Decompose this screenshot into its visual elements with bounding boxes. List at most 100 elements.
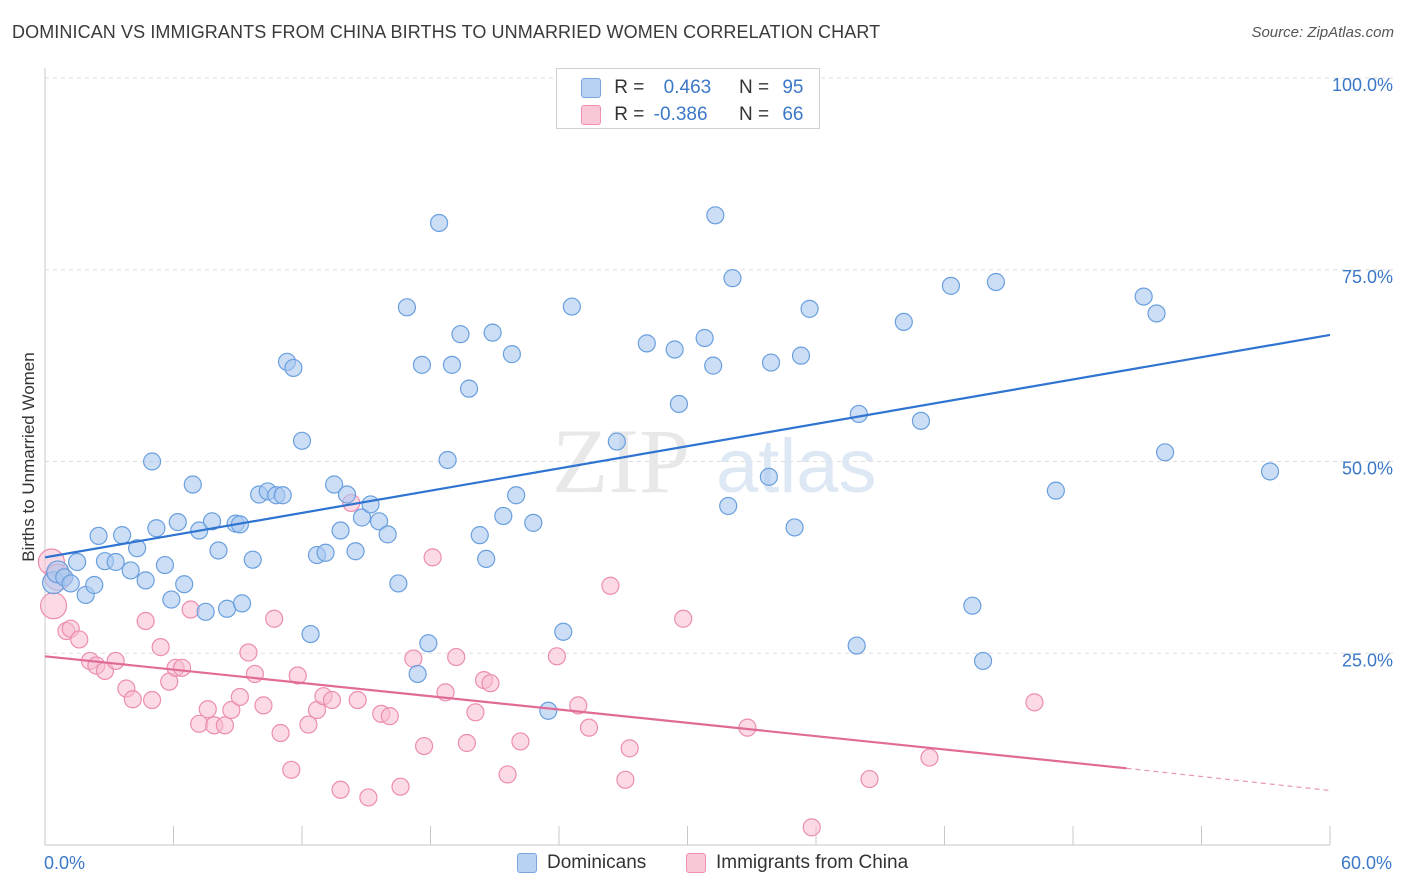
legend-r-label: R = — [614, 104, 645, 125]
data-point-dominicans — [292, 431, 312, 450]
data-point-dominicans — [85, 575, 104, 595]
x-tick-label: 60.0% — [1341, 853, 1392, 873]
data-point-dominicans — [389, 574, 408, 593]
data-point-dominicans — [273, 486, 292, 505]
data-point-dominicans — [301, 624, 320, 644]
data-point-dominicans — [941, 276, 961, 295]
data-point-immigrants-from-china — [172, 658, 192, 677]
data-point-dominicans — [973, 651, 993, 671]
data-point-dominicans — [196, 602, 215, 621]
data-point-dominicans — [894, 312, 913, 332]
series-dominicans — [41, 206, 1280, 720]
data-point-dominicans — [470, 526, 489, 545]
source-label: Source: ZipAtlas.com — [1251, 24, 1394, 41]
data-point-dominicans — [963, 596, 982, 615]
legend-row-dominicans: R = 0.463 N = 95 — [581, 77, 803, 99]
data-point-dominicans — [761, 353, 781, 372]
series-immigrants-from-china — [37, 493, 1044, 837]
watermark-atlas: atlas — [716, 424, 877, 509]
data-point-immigrants-from-china — [239, 643, 258, 662]
data-point-dominicans — [442, 355, 462, 374]
data-point-immigrants-from-china — [802, 818, 821, 837]
data-point-immigrants-from-china — [380, 707, 399, 726]
data-point-dominicans — [502, 345, 521, 364]
data-point-immigrants-from-china — [414, 736, 434, 756]
series-legend: Dominicans Immigrants from China — [0, 852, 1406, 876]
data-point-dominicans — [911, 411, 931, 430]
data-point-dominicans — [637, 334, 656, 353]
data-point-immigrants-from-china — [348, 690, 367, 710]
data-point-immigrants-from-china — [265, 609, 284, 628]
trend-line-extension-immigrants-from-china — [1126, 767, 1331, 792]
data-point-dominicans — [438, 450, 457, 470]
data-point-immigrants-from-china — [860, 769, 879, 789]
legend-item-dominicans[interactable]: Dominicans — [517, 852, 646, 874]
data-point-dominicans — [397, 298, 417, 317]
data-point-dominicans — [136, 571, 155, 590]
data-point-dominicans — [1155, 443, 1175, 462]
data-point-dominicans — [412, 355, 432, 374]
legend-swatch-immigrants-from-china — [686, 853, 706, 873]
correlation-legend: R = 0.463 N = 95 R = -0.386 N = 66 — [556, 68, 820, 129]
data-point-dominicans — [849, 404, 868, 424]
y-axis-label: Births to Unmarried Women — [19, 352, 38, 561]
data-point-dominicans — [419, 634, 438, 653]
data-point-dominicans — [361, 495, 380, 514]
data-point-dominicans — [524, 513, 543, 532]
legend-label-dominicans: Dominicans — [547, 852, 647, 873]
legend-r-value: 0.463 — [663, 77, 712, 98]
data-point-dominicans — [1147, 304, 1166, 323]
trend-line-immigrants-from-china — [44, 655, 1127, 770]
data-point-dominicans — [331, 521, 350, 540]
legend-item-immigrants-from-china[interactable]: Immigrants from China — [686, 852, 908, 874]
data-point-dominicans — [232, 594, 252, 613]
data-point-dominicans — [61, 574, 80, 593]
x-tick-labels: 0.0% 60.0% — [44, 853, 1392, 873]
data-point-dominicans — [986, 272, 1006, 292]
chart-title: DOMINICAN VS IMMIGRANTS FROM CHINA BIRTH… — [12, 22, 881, 42]
data-point-immigrants-from-china — [282, 760, 301, 779]
data-point-dominicans — [554, 622, 573, 641]
x-tick-label: 0.0% — [44, 853, 85, 873]
data-point-dominicans — [800, 299, 819, 318]
data-point-dominicans — [325, 475, 344, 494]
data-point-immigrants-from-china — [579, 718, 599, 737]
legend-r-value: -0.386 — [653, 104, 708, 125]
trend-lines — [44, 333, 1331, 792]
data-point-immigrants-from-china — [222, 700, 241, 720]
data-point-dominicans — [459, 379, 479, 398]
data-point-immigrants-from-china — [447, 647, 466, 667]
legend-swatch-dominicans — [517, 853, 537, 873]
data-point-dominicans — [723, 269, 742, 288]
data-point-dominicans — [847, 636, 866, 655]
data-point-immigrants-from-china — [391, 777, 410, 796]
watermark: ZIP atlas — [552, 410, 877, 512]
data-point-dominicans — [127, 539, 147, 558]
data-point-immigrants-from-china — [569, 696, 588, 715]
data-point-immigrants-from-china — [245, 664, 264, 684]
legend-row-immigrants-from-china: R = -0.386 N = 66 — [581, 104, 803, 126]
legend-n-label: N = — [738, 77, 770, 98]
data-point-immigrants-from-china — [70, 630, 89, 649]
data-point-dominicans — [168, 512, 187, 532]
data-point-immigrants-from-china — [215, 716, 234, 735]
data-point-dominicans — [669, 394, 689, 414]
data-point-dominicans — [243, 550, 262, 569]
data-point-dominicans — [607, 432, 626, 451]
data-point-dominicans — [494, 506, 513, 526]
data-point-dominicans — [337, 485, 357, 504]
data-point-dominicans — [175, 575, 194, 594]
legend-n-value: 95 — [782, 77, 804, 98]
data-point-dominicans — [202, 512, 222, 531]
data-point-dominicans — [429, 213, 449, 233]
data-point-dominicans — [112, 526, 132, 545]
data-point-dominicans — [477, 549, 496, 569]
data-point-immigrants-from-china — [254, 696, 273, 715]
data-point-immigrants-from-china — [466, 703, 485, 722]
data-point-dominicans — [209, 541, 228, 560]
data-point-immigrants-from-china — [404, 649, 423, 668]
data-point-dominicans — [147, 519, 166, 538]
data-point-immigrants-from-china — [151, 638, 170, 657]
legend-r-label: R = — [614, 77, 645, 98]
